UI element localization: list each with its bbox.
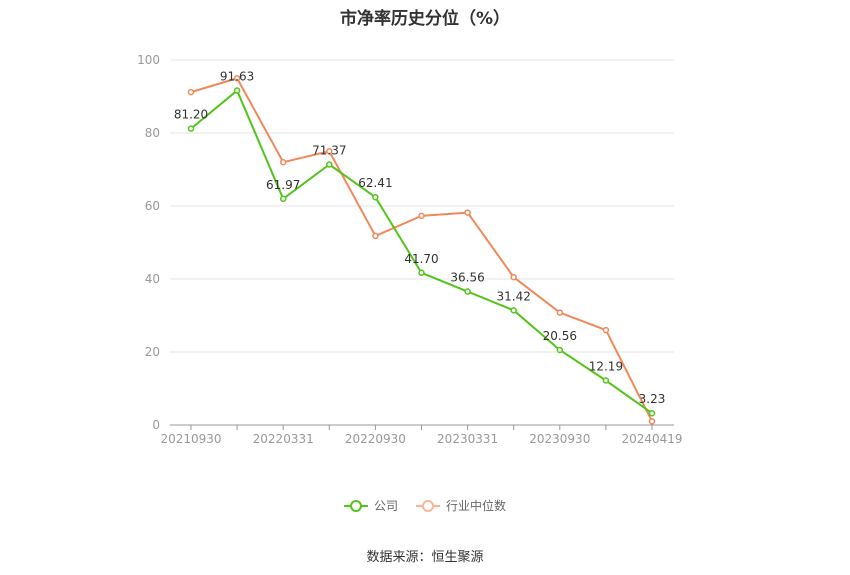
legend-industry-marker [416, 499, 440, 513]
data-point [233, 87, 241, 94]
legend-industry-label: 行业中位数 [446, 499, 507, 513]
legend-company-marker [343, 499, 368, 513]
y-tick-label: 80 [145, 126, 160, 140]
data-label: 12.19 [589, 360, 623, 374]
data-point [187, 125, 195, 132]
data-label: 71.37 [312, 143, 346, 157]
data-label: 91.63 [220, 70, 254, 84]
data-point [464, 288, 471, 295]
data-labels: 81.20 91.63 61.97 71.37 62.41 41.70 36.56 31.42… [174, 70, 666, 407]
x-tick-label: 20230331 [437, 432, 498, 446]
x-tick-label: 20220930 [345, 432, 406, 446]
data-point [648, 409, 656, 417]
data-point [510, 273, 517, 281]
data-label: 41.70 [404, 252, 438, 266]
data-label: 81.20 [174, 108, 208, 122]
data-point [372, 232, 379, 240]
data-point [418, 269, 425, 277]
data-point [326, 148, 333, 155]
x-tick-label: 20220331 [253, 432, 314, 446]
x-tick-label: 20210930 [160, 432, 221, 446]
data-label: 36.56 [450, 271, 484, 285]
data-point [556, 346, 564, 354]
data-point [602, 377, 610, 384]
data-point [372, 193, 379, 201]
y-tick-label: 60 [145, 199, 160, 213]
source-note: 数据来源：恒生聚源 [366, 550, 484, 565]
data-point [556, 309, 564, 316]
data-point [279, 195, 287, 203]
legend: 公司 行业中位数 [0, 497, 850, 514]
legend-company-label: 公司 [373, 499, 398, 513]
data-label: 61.97 [266, 178, 300, 192]
data-point [326, 161, 333, 168]
chart-title: 市净率历史分位（%） [339, 9, 511, 29]
y-tick-label: 20 [145, 345, 160, 359]
data-label: 62.41 [358, 176, 392, 190]
y-tick-label: 40 [145, 272, 160, 286]
legend-item-industry[interactable]: 行业中位数 [416, 497, 506, 514]
axes: 0 20 40 60 80 100 20210930 20220331 20220930 2023… [137, 53, 682, 446]
legend-item-company[interactable]: 公司 [343, 497, 398, 514]
y-tick-label: 0 [152, 418, 160, 432]
series-lines [187, 75, 656, 425]
data-point [464, 209, 471, 216]
data-point [602, 326, 610, 334]
y-tick-label: 100 [137, 53, 160, 67]
data-label: 31.42 [497, 289, 531, 303]
x-tick-label: 20230930 [529, 432, 590, 446]
data-label: 3.23 [639, 392, 666, 406]
series-line [190, 77, 653, 422]
data-point [279, 158, 287, 166]
data-point [648, 418, 656, 425]
data-point [418, 212, 425, 220]
data-label: 20.56 [543, 329, 577, 343]
data-point [187, 88, 195, 96]
grid-lines [170, 59, 674, 353]
data-point [233, 75, 241, 82]
x-tick-label: 20240419 [621, 432, 682, 446]
data-point [510, 307, 517, 314]
